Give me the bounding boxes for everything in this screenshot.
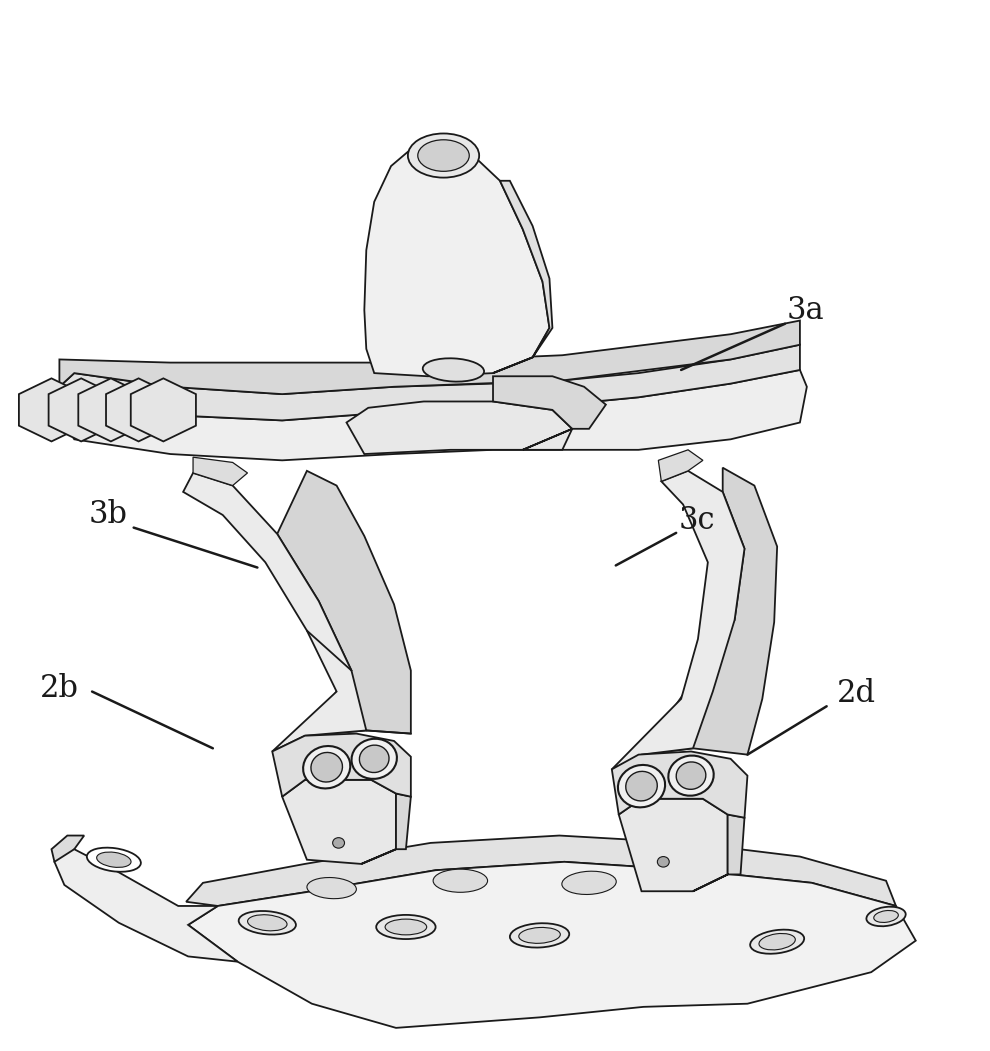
Polygon shape xyxy=(658,450,703,481)
Polygon shape xyxy=(493,181,552,373)
Ellipse shape xyxy=(87,848,141,871)
Polygon shape xyxy=(272,734,411,797)
Polygon shape xyxy=(493,376,606,450)
Ellipse shape xyxy=(657,857,669,867)
Ellipse shape xyxy=(248,914,287,931)
Polygon shape xyxy=(106,378,171,441)
Polygon shape xyxy=(61,370,807,460)
Ellipse shape xyxy=(376,914,436,940)
Ellipse shape xyxy=(351,739,397,779)
Polygon shape xyxy=(364,145,549,376)
Ellipse shape xyxy=(311,753,343,782)
Ellipse shape xyxy=(866,907,906,926)
Polygon shape xyxy=(612,471,744,769)
Ellipse shape xyxy=(668,756,714,796)
Ellipse shape xyxy=(239,911,296,934)
Ellipse shape xyxy=(434,869,488,892)
Polygon shape xyxy=(612,751,747,818)
Ellipse shape xyxy=(423,358,484,382)
Text: 2d: 2d xyxy=(837,678,875,709)
Polygon shape xyxy=(186,836,896,906)
Polygon shape xyxy=(188,862,916,1028)
Ellipse shape xyxy=(307,878,356,899)
Polygon shape xyxy=(59,321,800,394)
Polygon shape xyxy=(642,468,777,755)
Polygon shape xyxy=(619,799,728,891)
Polygon shape xyxy=(59,345,800,420)
Ellipse shape xyxy=(510,923,569,948)
Polygon shape xyxy=(282,780,396,864)
Ellipse shape xyxy=(750,930,804,953)
Ellipse shape xyxy=(97,852,131,867)
Polygon shape xyxy=(693,815,744,891)
Polygon shape xyxy=(54,849,238,962)
Polygon shape xyxy=(277,471,411,736)
Ellipse shape xyxy=(874,910,898,923)
Polygon shape xyxy=(183,473,366,751)
Text: 2b: 2b xyxy=(40,673,78,704)
Ellipse shape xyxy=(562,871,616,894)
Polygon shape xyxy=(131,378,196,441)
Text: 3c: 3c xyxy=(678,504,715,536)
Ellipse shape xyxy=(626,771,657,801)
Ellipse shape xyxy=(385,919,427,935)
Polygon shape xyxy=(361,794,411,864)
Ellipse shape xyxy=(333,838,345,848)
Ellipse shape xyxy=(676,762,706,789)
Ellipse shape xyxy=(519,927,560,944)
Ellipse shape xyxy=(359,745,389,772)
Ellipse shape xyxy=(759,933,795,950)
Ellipse shape xyxy=(618,765,665,807)
Ellipse shape xyxy=(408,133,479,178)
Polygon shape xyxy=(51,836,84,862)
Polygon shape xyxy=(19,378,84,441)
Polygon shape xyxy=(193,457,248,486)
Polygon shape xyxy=(346,401,572,454)
Text: 3a: 3a xyxy=(787,294,825,326)
Ellipse shape xyxy=(418,140,469,171)
Polygon shape xyxy=(78,378,144,441)
Text: 3b: 3b xyxy=(89,499,128,531)
Polygon shape xyxy=(49,378,114,441)
Ellipse shape xyxy=(303,746,350,788)
